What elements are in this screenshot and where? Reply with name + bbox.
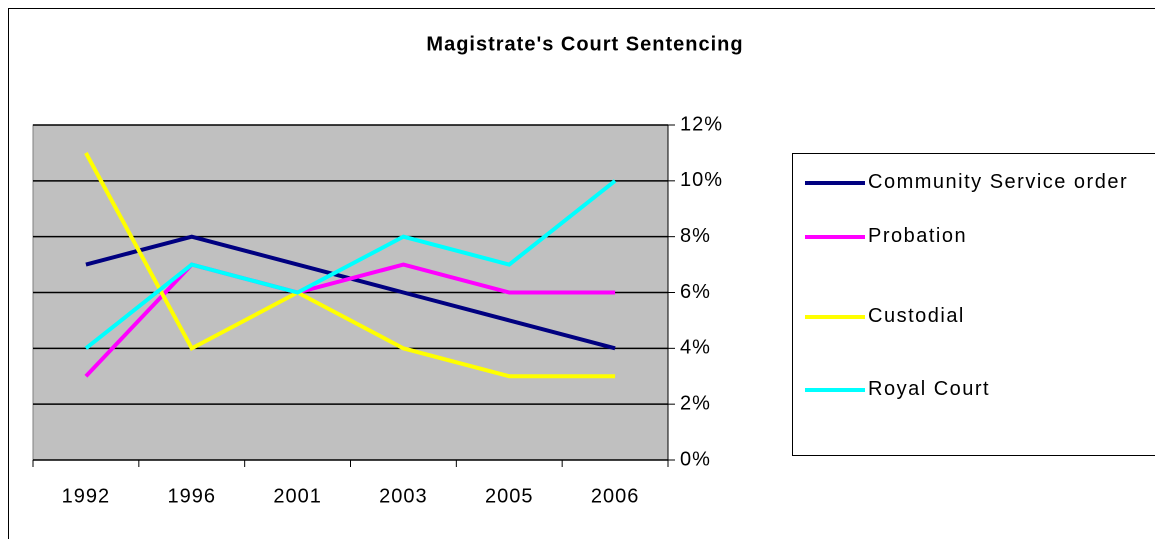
- legend-label-box: Probation: [868, 225, 968, 247]
- legend-label: Royal Court: [868, 378, 991, 400]
- y-tick-label: 8%: [680, 225, 711, 247]
- y-tick-label: 0%: [680, 448, 711, 470]
- legend-label: Probation: [868, 225, 968, 247]
- chart-title: Magistrate's Court Sentencing: [426, 33, 743, 55]
- series-line: [84, 262, 616, 378]
- legend: [792, 153, 1155, 456]
- x-tick-label: 2003: [379, 485, 428, 507]
- series-line: [84, 151, 616, 379]
- y-tick-label: 2%: [680, 392, 711, 414]
- series-line: [84, 179, 617, 350]
- legend-label: Community Service order: [868, 171, 1129, 193]
- y-tick-label: 6%: [680, 281, 711, 303]
- y-tick-label: 4%: [680, 337, 711, 359]
- legend-label: Custodial: [868, 305, 965, 327]
- legend-label-box: Royal Court: [868, 378, 991, 400]
- y-tick-label: 10%: [680, 169, 723, 191]
- x-tick-label: 2001: [273, 485, 322, 507]
- legend-label-box: Custodial: [868, 305, 965, 327]
- x-tick-label: 2006: [591, 485, 640, 507]
- x-tick-label: 2005: [485, 485, 534, 507]
- legend-label-box: Community Service order: [868, 171, 1129, 193]
- x-tick-label: 1992: [62, 485, 111, 507]
- y-tick-label: 12%: [680, 113, 723, 135]
- x-tick-label: 1996: [168, 485, 217, 507]
